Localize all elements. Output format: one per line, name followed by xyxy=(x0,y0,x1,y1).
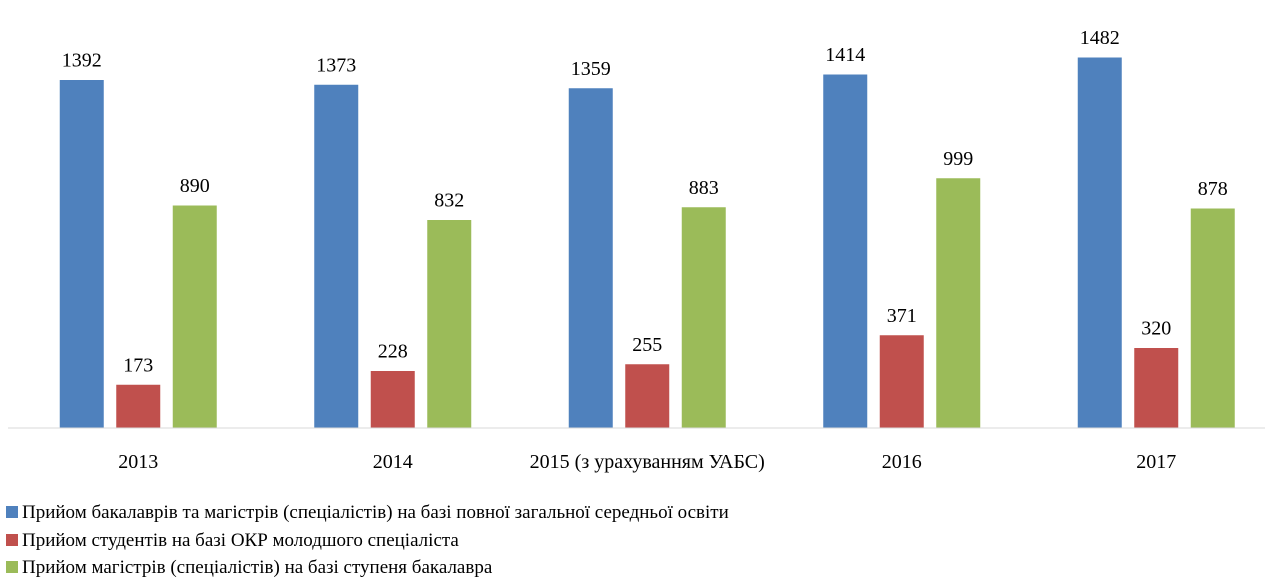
legend-label: Прийом магістрів (спеціалістів) на базі … xyxy=(22,557,493,578)
value-label: 1414 xyxy=(825,44,865,66)
x-tick-label: 2016 xyxy=(881,451,922,473)
value-label: 320 xyxy=(1141,318,1171,340)
bar xyxy=(1190,208,1235,428)
bar xyxy=(936,178,981,428)
value-label: 890 xyxy=(180,175,210,197)
x-tick-label: 2017 xyxy=(1136,451,1177,473)
legend-item: Прийом студентів на базі ОКР молодшого с… xyxy=(6,530,459,552)
value-label: 999 xyxy=(943,148,973,170)
legend-item: Прийом магістрів (спеціалістів) на базі … xyxy=(6,557,492,579)
value-label: 883 xyxy=(689,177,719,199)
value-label: 371 xyxy=(887,305,917,327)
bar xyxy=(370,371,415,428)
value-label: 1373 xyxy=(316,54,356,76)
bar xyxy=(823,74,868,428)
value-label: 173 xyxy=(123,354,153,376)
legend-swatch xyxy=(6,533,18,546)
x-tick-label: 2014 xyxy=(372,451,413,473)
bar xyxy=(116,384,161,428)
legend-label: Прийом бакалаврів та магістрів (спеціалі… xyxy=(22,502,729,523)
legend-swatch xyxy=(6,561,18,573)
bar xyxy=(1077,57,1122,428)
bar xyxy=(625,364,670,428)
bar xyxy=(427,220,472,428)
value-label: 1392 xyxy=(62,50,102,72)
legend-swatch xyxy=(6,506,18,518)
legend-item: Прийом бакалаврів та магістрів (спеціалі… xyxy=(6,502,729,524)
value-label: 1482 xyxy=(1080,27,1120,49)
bar xyxy=(314,84,359,428)
value-label: 832 xyxy=(434,190,464,212)
value-label: 878 xyxy=(1198,178,1228,200)
value-label: 1359 xyxy=(571,58,611,80)
legend-label: Прийом студентів на базі ОКР молодшого с… xyxy=(22,529,459,551)
bar xyxy=(172,205,217,428)
value-label: 255 xyxy=(632,334,662,356)
x-tick-label: 2013 xyxy=(118,451,159,473)
bar xyxy=(681,207,726,428)
bar xyxy=(1134,348,1179,428)
bar xyxy=(568,88,613,428)
bar xyxy=(59,80,104,428)
bar xyxy=(879,335,924,428)
value-label: 228 xyxy=(378,341,408,363)
x-tick-label: 2015 (з урахуванням УАБС) xyxy=(529,451,765,473)
